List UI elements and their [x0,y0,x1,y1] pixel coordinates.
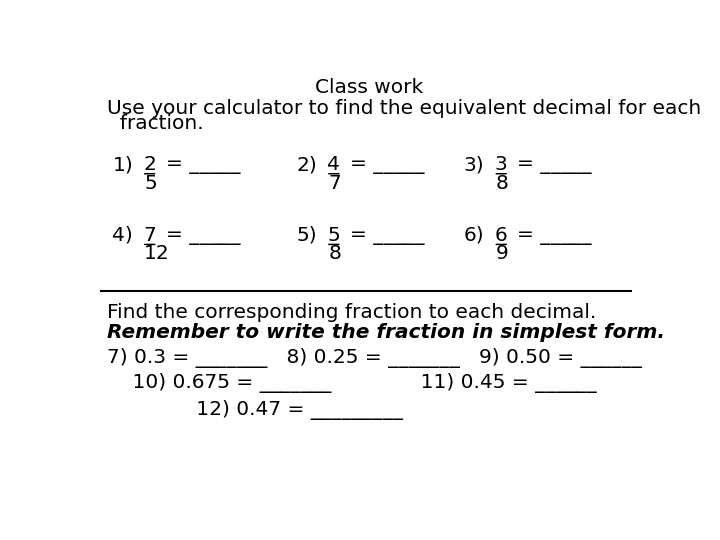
Text: 3: 3 [495,155,508,174]
Text: 6: 6 [495,226,508,245]
Text: 2: 2 [143,155,156,174]
Text: = _____: = _____ [166,226,240,245]
Text: 9: 9 [495,245,508,264]
Text: Remember to write the fraction in simplest form.: Remember to write the fraction in simple… [107,323,665,342]
Text: = _____: = _____ [518,155,592,174]
Text: 12) 0.47 = _________: 12) 0.47 = _________ [107,400,402,420]
Text: 3): 3) [464,155,485,174]
Text: 8: 8 [495,174,508,193]
Text: Use your calculator to find the equivalent decimal for each: Use your calculator to find the equivale… [107,99,701,118]
Text: 5): 5) [297,226,317,245]
Text: 12: 12 [144,245,170,264]
Text: 1): 1) [112,155,133,174]
Text: 4): 4) [112,226,133,245]
Text: 5: 5 [144,174,157,193]
Text: 4: 4 [327,155,340,174]
Text: 10) 0.675 = _______              11) 0.45 = ______: 10) 0.675 = _______ 11) 0.45 = ______ [107,373,596,393]
Text: Class work: Class work [315,78,423,97]
Text: = _____: = _____ [350,226,425,245]
Text: 7) 0.3 = _______   8) 0.25 = _______   9) 0.50 = ______: 7) 0.3 = _______ 8) 0.25 = _______ 9) 0.… [107,348,642,368]
Text: = _____: = _____ [518,226,592,245]
Text: fraction.: fraction. [107,114,203,133]
Text: = _____: = _____ [350,155,425,174]
Text: 2): 2) [297,155,318,174]
Text: = _____: = _____ [166,155,240,174]
Text: 6): 6) [464,226,485,245]
Text: 5: 5 [327,226,340,245]
Text: 7: 7 [328,174,341,193]
Text: 8: 8 [328,245,341,264]
Text: 7: 7 [143,226,156,245]
Text: Find the corresponding fraction to each decimal.: Find the corresponding fraction to each … [107,303,596,322]
